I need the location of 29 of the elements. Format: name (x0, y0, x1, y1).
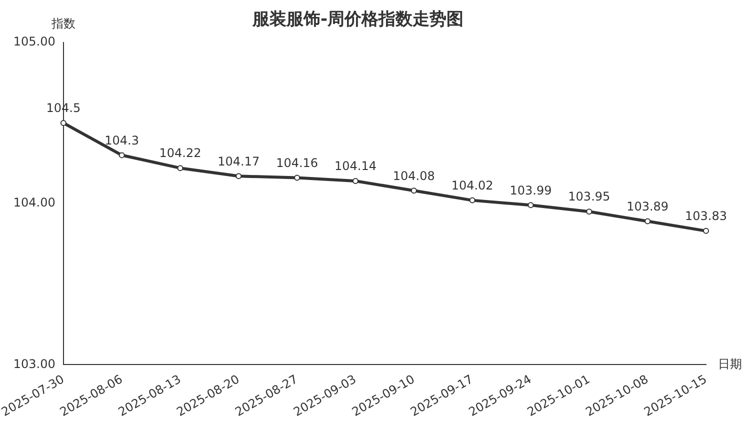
data-label: 103.95 (568, 190, 610, 204)
data-label: 104.14 (334, 159, 376, 174)
point (352, 178, 358, 184)
data-label: 103.89 (626, 199, 669, 214)
point (586, 208, 592, 215)
point (236, 173, 242, 180)
y-tick-label: 103.00 (13, 356, 56, 371)
point (528, 202, 534, 208)
data-label: 104.02 (451, 178, 494, 192)
point (469, 197, 476, 204)
data-label: 103.99 (510, 183, 552, 198)
x-axis-title: 日期 (718, 356, 742, 371)
chart-title: 服装服饰-周价格指数走势图 (251, 10, 464, 30)
data-label: 103.83 (685, 209, 727, 224)
data-label: 104.17 (218, 154, 260, 168)
data-label: 104.16 (276, 156, 318, 170)
point (703, 228, 709, 234)
y-axis-title: 指数 (50, 16, 76, 31)
point (118, 152, 125, 158)
point (410, 188, 417, 194)
data-label: 104.22 (159, 146, 202, 160)
y-tick-label: 104.00 (13, 196, 56, 210)
data-label: 104.3 (104, 133, 139, 148)
data-label: 104.08 (392, 168, 435, 183)
y-tick-label: 105.00 (13, 34, 56, 49)
point (60, 120, 66, 126)
point (177, 165, 184, 172)
point (294, 174, 300, 181)
point (644, 218, 651, 224)
